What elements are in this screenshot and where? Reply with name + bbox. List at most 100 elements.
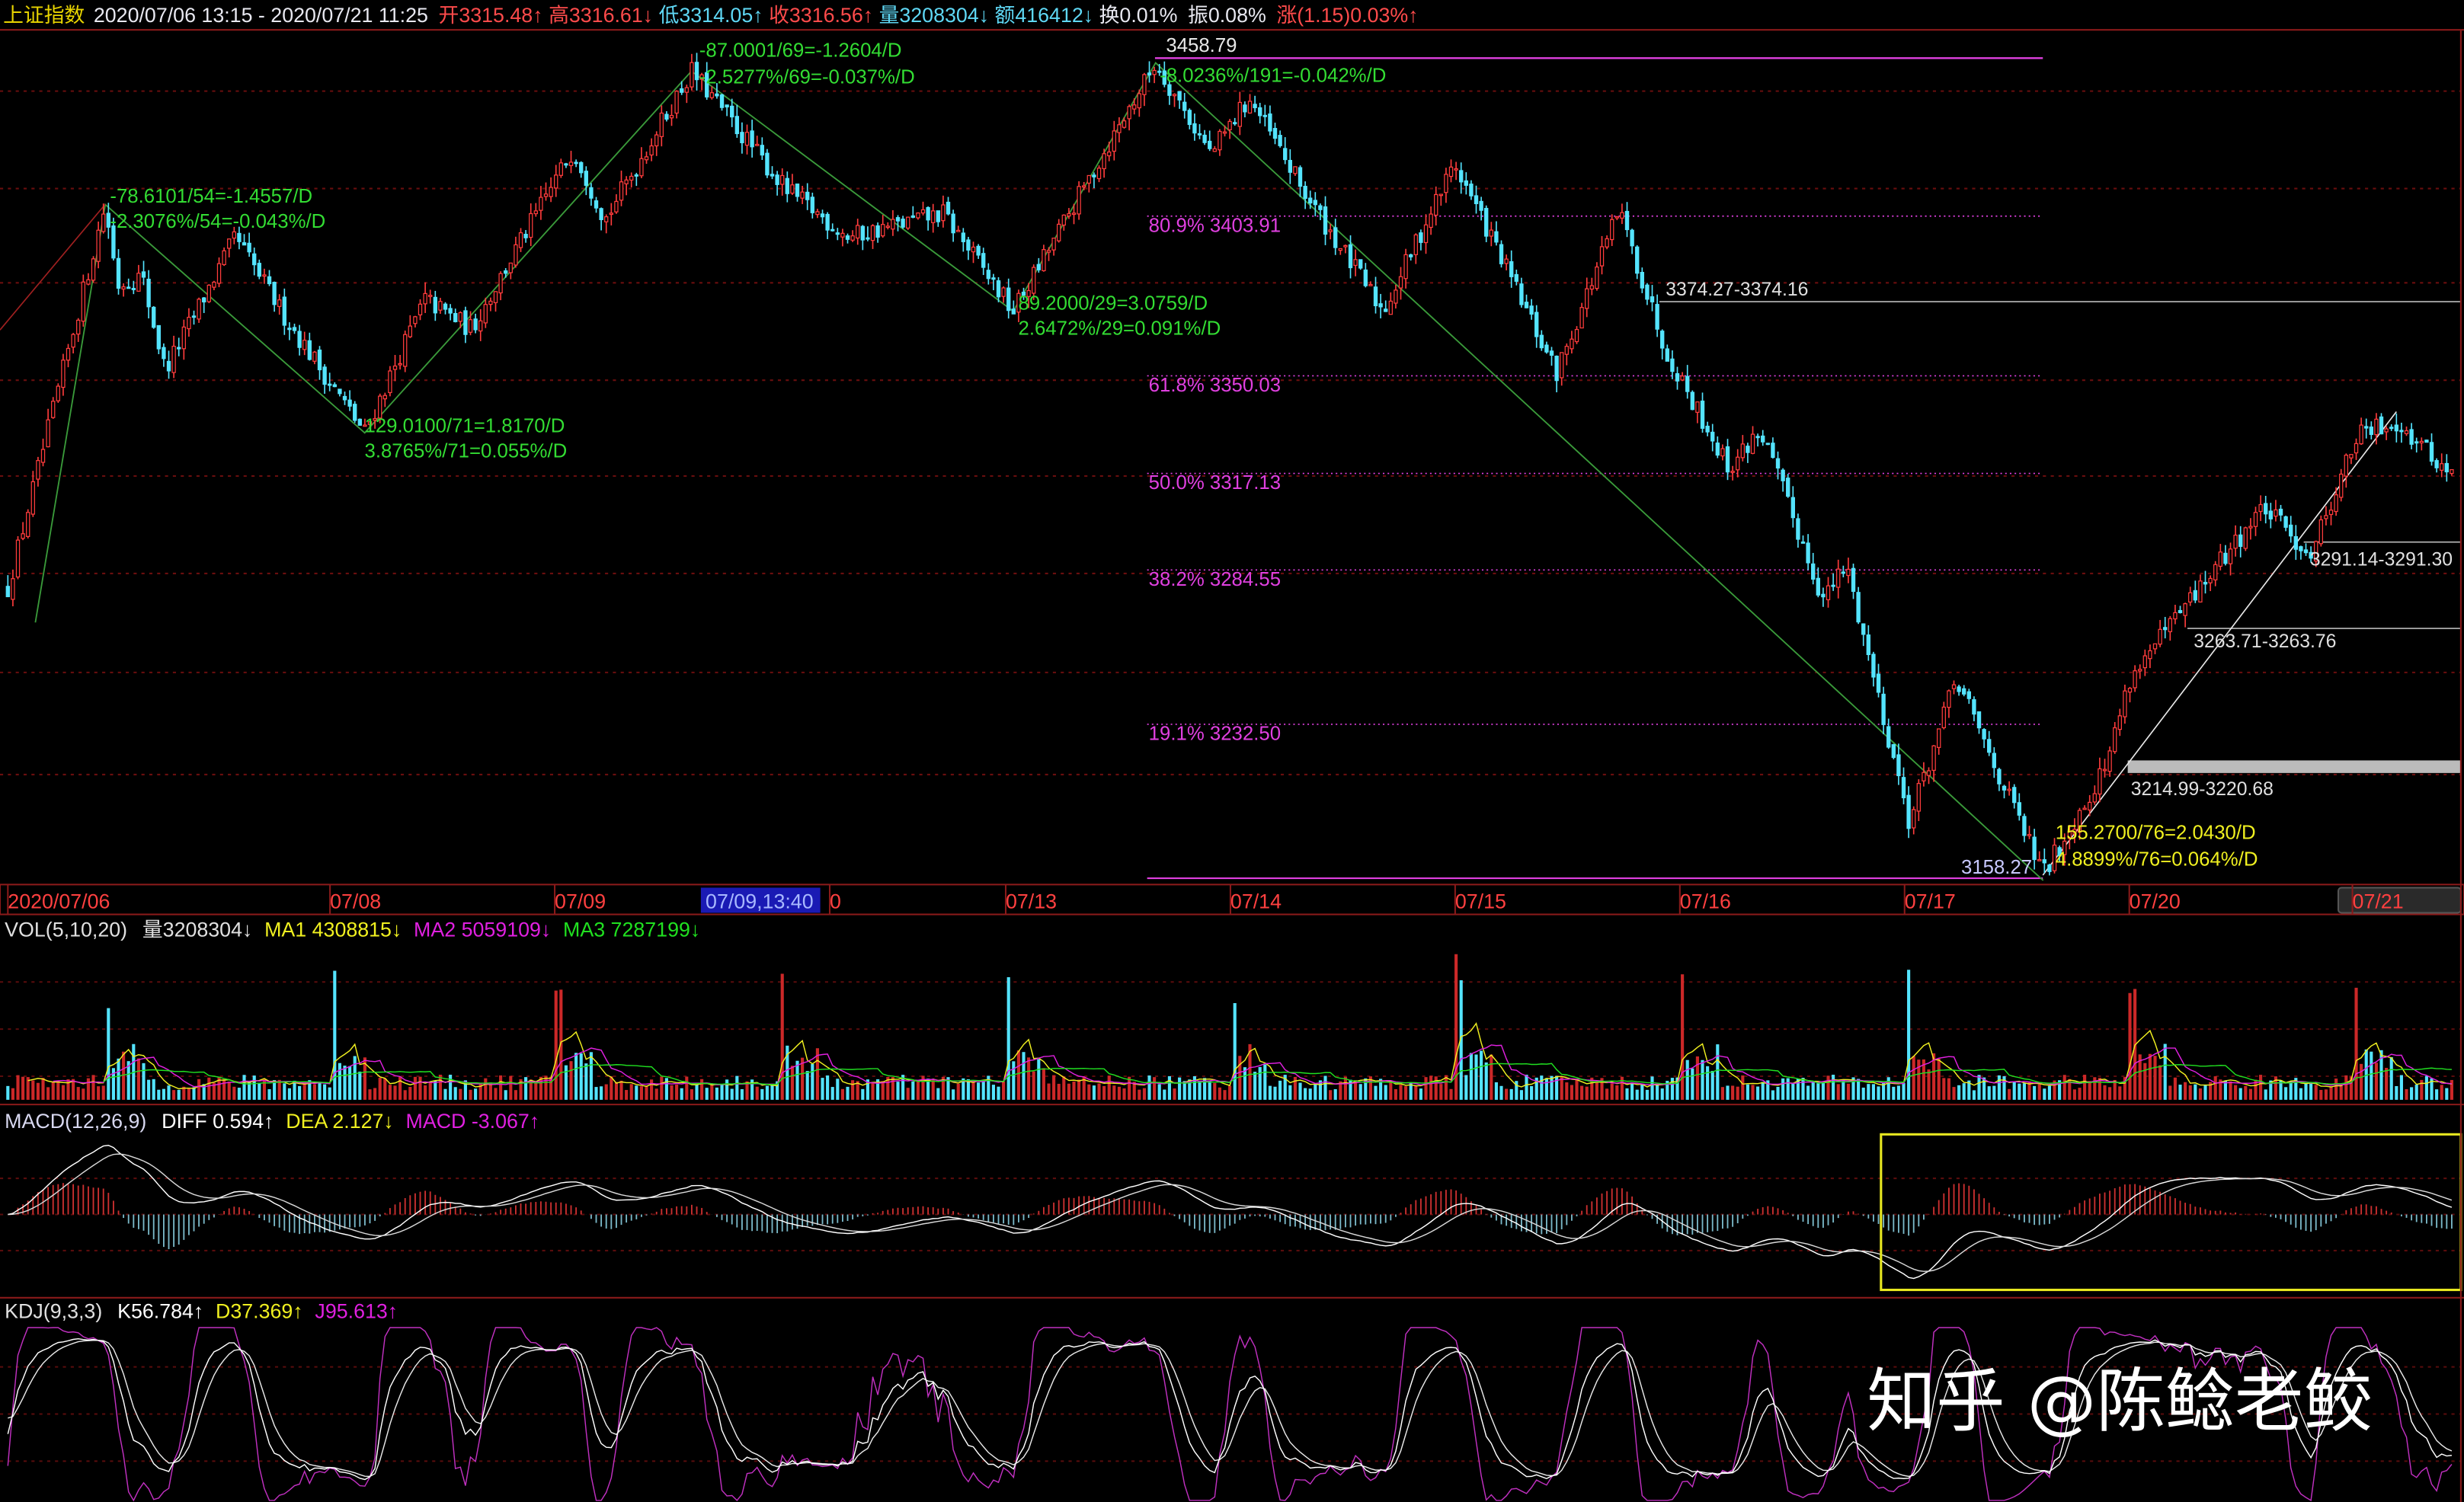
candle-body: [1086, 174, 1091, 184]
candle-body: [1926, 770, 1931, 776]
candle-body: [840, 232, 845, 238]
volume-bar: [2370, 1051, 2373, 1100]
open-value: 开3315.48↑: [439, 4, 543, 27]
volume-bar: [1962, 1083, 1966, 1100]
candle-body: [227, 238, 232, 249]
candle-body: [1157, 70, 1162, 73]
volume-bar: [212, 1082, 216, 1100]
volume-bar: [1534, 1077, 1538, 1100]
volume-bar: [2098, 1078, 2101, 1100]
volume-bar: [1691, 1068, 1694, 1100]
volume-bar: [2289, 1081, 2293, 1100]
volume-bar: [1258, 1066, 1262, 1100]
volume-bar: [2008, 1088, 2011, 1100]
volume-bar: [805, 1071, 809, 1100]
volume-bar: [61, 1085, 65, 1100]
candle-body: [946, 201, 951, 215]
volume-bar: [1685, 1059, 1689, 1100]
volume-bar: [2153, 1056, 2157, 1100]
candle-body: [2152, 643, 2158, 650]
candle-body: [1771, 443, 1775, 459]
candle-body: [1912, 809, 1916, 829]
candle-body: [1685, 376, 1690, 392]
volume-bar: [594, 1087, 598, 1100]
fib-label: 80.9% 3403.91: [1149, 215, 1281, 236]
candle-body: [413, 316, 418, 324]
candle-body: [2183, 602, 2187, 616]
candle-body: [2278, 508, 2283, 516]
candle-body: [1992, 753, 1996, 769]
candle-body: [1489, 229, 1493, 237]
volume-bar: [610, 1076, 613, 1100]
volume-bar: [267, 1089, 271, 1100]
candle-body: [367, 421, 373, 425]
candle-body: [498, 273, 503, 294]
candle-body: [554, 174, 558, 189]
volume-bar: [2248, 1088, 2252, 1100]
volume-bar: [434, 1081, 437, 1100]
candle-body: [1736, 456, 1740, 471]
candle-body: [1816, 577, 1820, 596]
low-value: 低3314.05↑: [659, 4, 763, 27]
candle-body: [2238, 534, 2243, 547]
volume-bar: [514, 1090, 517, 1100]
candle-body: [2359, 424, 2363, 445]
volume-bar: [1555, 1075, 1559, 1100]
kdj-series: [7, 1327, 2453, 1502]
volume-bar: [725, 1079, 729, 1100]
high-price-label: 3458.79: [1166, 35, 1237, 56]
volume-bar: [1917, 1059, 1921, 1100]
candle-body: [1891, 744, 1896, 759]
annotation-text: 129.0100/71=1.8170/D: [365, 415, 565, 436]
volume-bar: [2143, 1063, 2147, 1100]
volume-bar: [1248, 1043, 1252, 1100]
volume-bar: [2022, 1083, 2026, 1100]
candle-body: [1570, 338, 1574, 350]
volume-bar: [207, 1077, 211, 1100]
candle-body: [36, 460, 40, 480]
volume-bar: [780, 973, 784, 1100]
candle-body: [680, 88, 684, 93]
volume-bar: [1851, 1077, 1855, 1100]
candle-body: [986, 270, 990, 280]
volume-bar: [418, 1076, 422, 1100]
candle-body: [2248, 526, 2253, 529]
candle-body: [1464, 180, 1468, 186]
volume-bar: [1590, 1077, 1594, 1100]
volume-bar: [1032, 1071, 1035, 1100]
volume-bar: [36, 1082, 40, 1100]
candle-body: [976, 245, 981, 256]
candle-body: [795, 183, 800, 197]
volume-bar: [1112, 1085, 1116, 1100]
volume-bar: [871, 1082, 875, 1100]
volume-bar: [1570, 1085, 1573, 1100]
fibonacci-levels: 80.9% 3403.91 61.8% 3350.03 50.0% 3317.13 3…: [1147, 57, 2043, 880]
volume-bar: [544, 1075, 548, 1100]
candle-body: [1997, 769, 2002, 785]
candle-body: [2042, 859, 2046, 864]
volume-bar: [826, 1075, 830, 1100]
annotation-text: -2.3076%/54=-0.043%/D: [110, 211, 325, 232]
volume-bar: [318, 1082, 322, 1100]
volume-bar: [192, 1087, 196, 1100]
volume-bar: [177, 1089, 181, 1100]
volume-bar: [378, 1078, 382, 1100]
volume-bar: [91, 1075, 95, 1100]
volume-bar: [86, 1078, 90, 1100]
volume-bar: [474, 1088, 478, 1100]
candle-body: [1303, 185, 1307, 200]
volume-bar: [881, 1081, 885, 1100]
volume-bar: [1354, 1079, 1358, 1100]
volume-bar: [1882, 1082, 1886, 1100]
candle-body: [2440, 463, 2444, 471]
volume-bar: [801, 1057, 805, 1100]
volume-ma1: MA1 4308815↓: [264, 918, 402, 941]
candle-body: [257, 263, 261, 277]
candle-body: [2339, 473, 2344, 498]
candle-body: [1222, 131, 1227, 134]
volume-bar: [564, 1065, 568, 1100]
candle-body: [2258, 503, 2263, 513]
volume-bar: [1389, 1081, 1393, 1100]
volume-bar: [2405, 1089, 2408, 1100]
